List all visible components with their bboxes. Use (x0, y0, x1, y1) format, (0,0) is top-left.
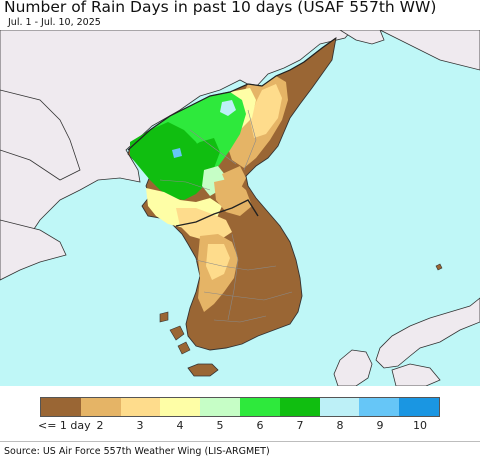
legend-swatch-10 (399, 398, 439, 416)
zone-3-days-west (176, 208, 232, 240)
legend-label-2: 2 (96, 419, 104, 432)
source-credit: Source: US Air Force 557th Weather Wing … (4, 446, 270, 457)
legend-label-4: 4 (176, 419, 184, 432)
legend-swatch-4 (160, 398, 201, 416)
rain-days-map (0, 30, 480, 386)
china-nk-border (127, 37, 337, 151)
legend-swatch-7 (279, 398, 320, 416)
zone-8-days-spot (220, 100, 236, 116)
legend-swatch-6 (239, 398, 280, 416)
legend-swatch-8 (319, 398, 360, 416)
date-range: Jul. 1 - Jul. 10, 2025 (8, 17, 101, 28)
zone-3-days-south (206, 244, 230, 280)
zone-7-days-central (186, 138, 220, 172)
province-lines (159, 109, 293, 323)
japan-shikoku (391, 363, 441, 386)
zone-2-days-east-coast (222, 166, 246, 190)
zone-2-days-central (214, 178, 252, 216)
legend-swatch-5 (200, 398, 240, 416)
china-landmass (0, 30, 480, 271)
legend-label-3: 3 (136, 419, 144, 432)
rain-days-legend (40, 397, 440, 417)
footer-divider (0, 441, 480, 442)
liaodong-peninsula (0, 89, 81, 181)
legend-label-10: 10 (413, 419, 427, 432)
shandong-landmass (0, 219, 67, 281)
dmz-border (175, 199, 259, 227)
map-title: Number of Rain Days in past 10 days (USA… (4, 0, 437, 16)
legend-swatch-9 (359, 398, 400, 416)
legend-label-5: 5 (216, 419, 224, 432)
legend-label-1: <= 1 day (38, 419, 91, 432)
japan-landmass (375, 297, 480, 369)
legend-label-6: 6 (256, 419, 264, 432)
legend-swatch-3 (120, 398, 161, 416)
legend-label-8: 8 (336, 419, 344, 432)
legend-label-7: 7 (296, 419, 304, 432)
ulleungdo-island (435, 263, 443, 271)
legend-swatch-1 (41, 398, 81, 416)
legend-label-9: 9 (376, 419, 384, 432)
jeju-island (187, 363, 219, 377)
legend-swatch-2 (80, 398, 121, 416)
zone-3-days-north (250, 84, 282, 138)
japan-kyushu (333, 349, 373, 386)
southwest-islands (159, 311, 191, 355)
zone-7-days-north (130, 122, 210, 200)
russia-landmass (339, 30, 385, 45)
zone-9-days-spot (172, 148, 182, 158)
